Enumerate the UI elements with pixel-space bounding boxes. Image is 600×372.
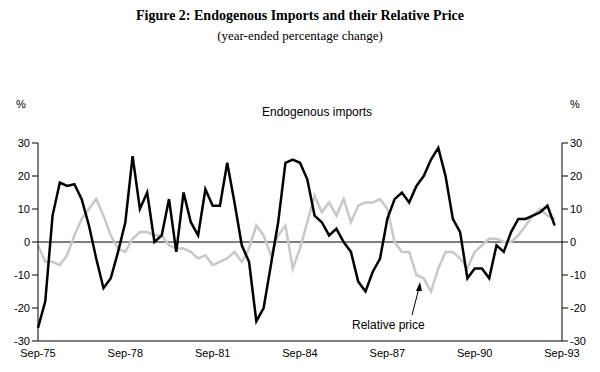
svg-text:Sep-75: Sep-75 [20, 347, 55, 359]
svg-text:0: 0 [570, 236, 576, 248]
html-text:Figure 2: Endogenous Imports a: Figure 2: Endogenous Imports and their R… [136, 8, 464, 23]
svg-text:30: 30 [570, 137, 582, 149]
svg-text:10: 10 [570, 203, 582, 215]
svg-text:Sep-90: Sep-90 [457, 347, 492, 359]
html-text:Relative price: Relative price [352, 318, 425, 332]
svg-text:0: 0 [24, 236, 30, 248]
svg-text:-30: -30 [570, 335, 586, 347]
svg-text:Sep-84: Sep-84 [282, 347, 317, 359]
svg-text:-20: -20 [570, 302, 586, 314]
svg-text:Sep-81: Sep-81 [195, 347, 230, 359]
svg-text:-10: -10 [14, 269, 30, 281]
svg-text:Sep-87: Sep-87 [370, 347, 405, 359]
svg-text:Sep-93: Sep-93 [544, 347, 579, 359]
svg-text:30: 30 [18, 137, 30, 149]
svg-text:20: 20 [18, 170, 30, 182]
svg-text:20: 20 [570, 170, 582, 182]
svg-text:-30: -30 [14, 335, 30, 347]
svg-text:10: 10 [18, 203, 30, 215]
html-text:Endogenous imports: Endogenous imports [262, 105, 373, 119]
svg-text:Sep-78: Sep-78 [108, 347, 143, 359]
svg-text:-10: -10 [570, 269, 586, 281]
html-text:(year-ended percentage change): (year-ended percentage change) [217, 28, 383, 43]
svg-text:-20: -20 [14, 302, 30, 314]
